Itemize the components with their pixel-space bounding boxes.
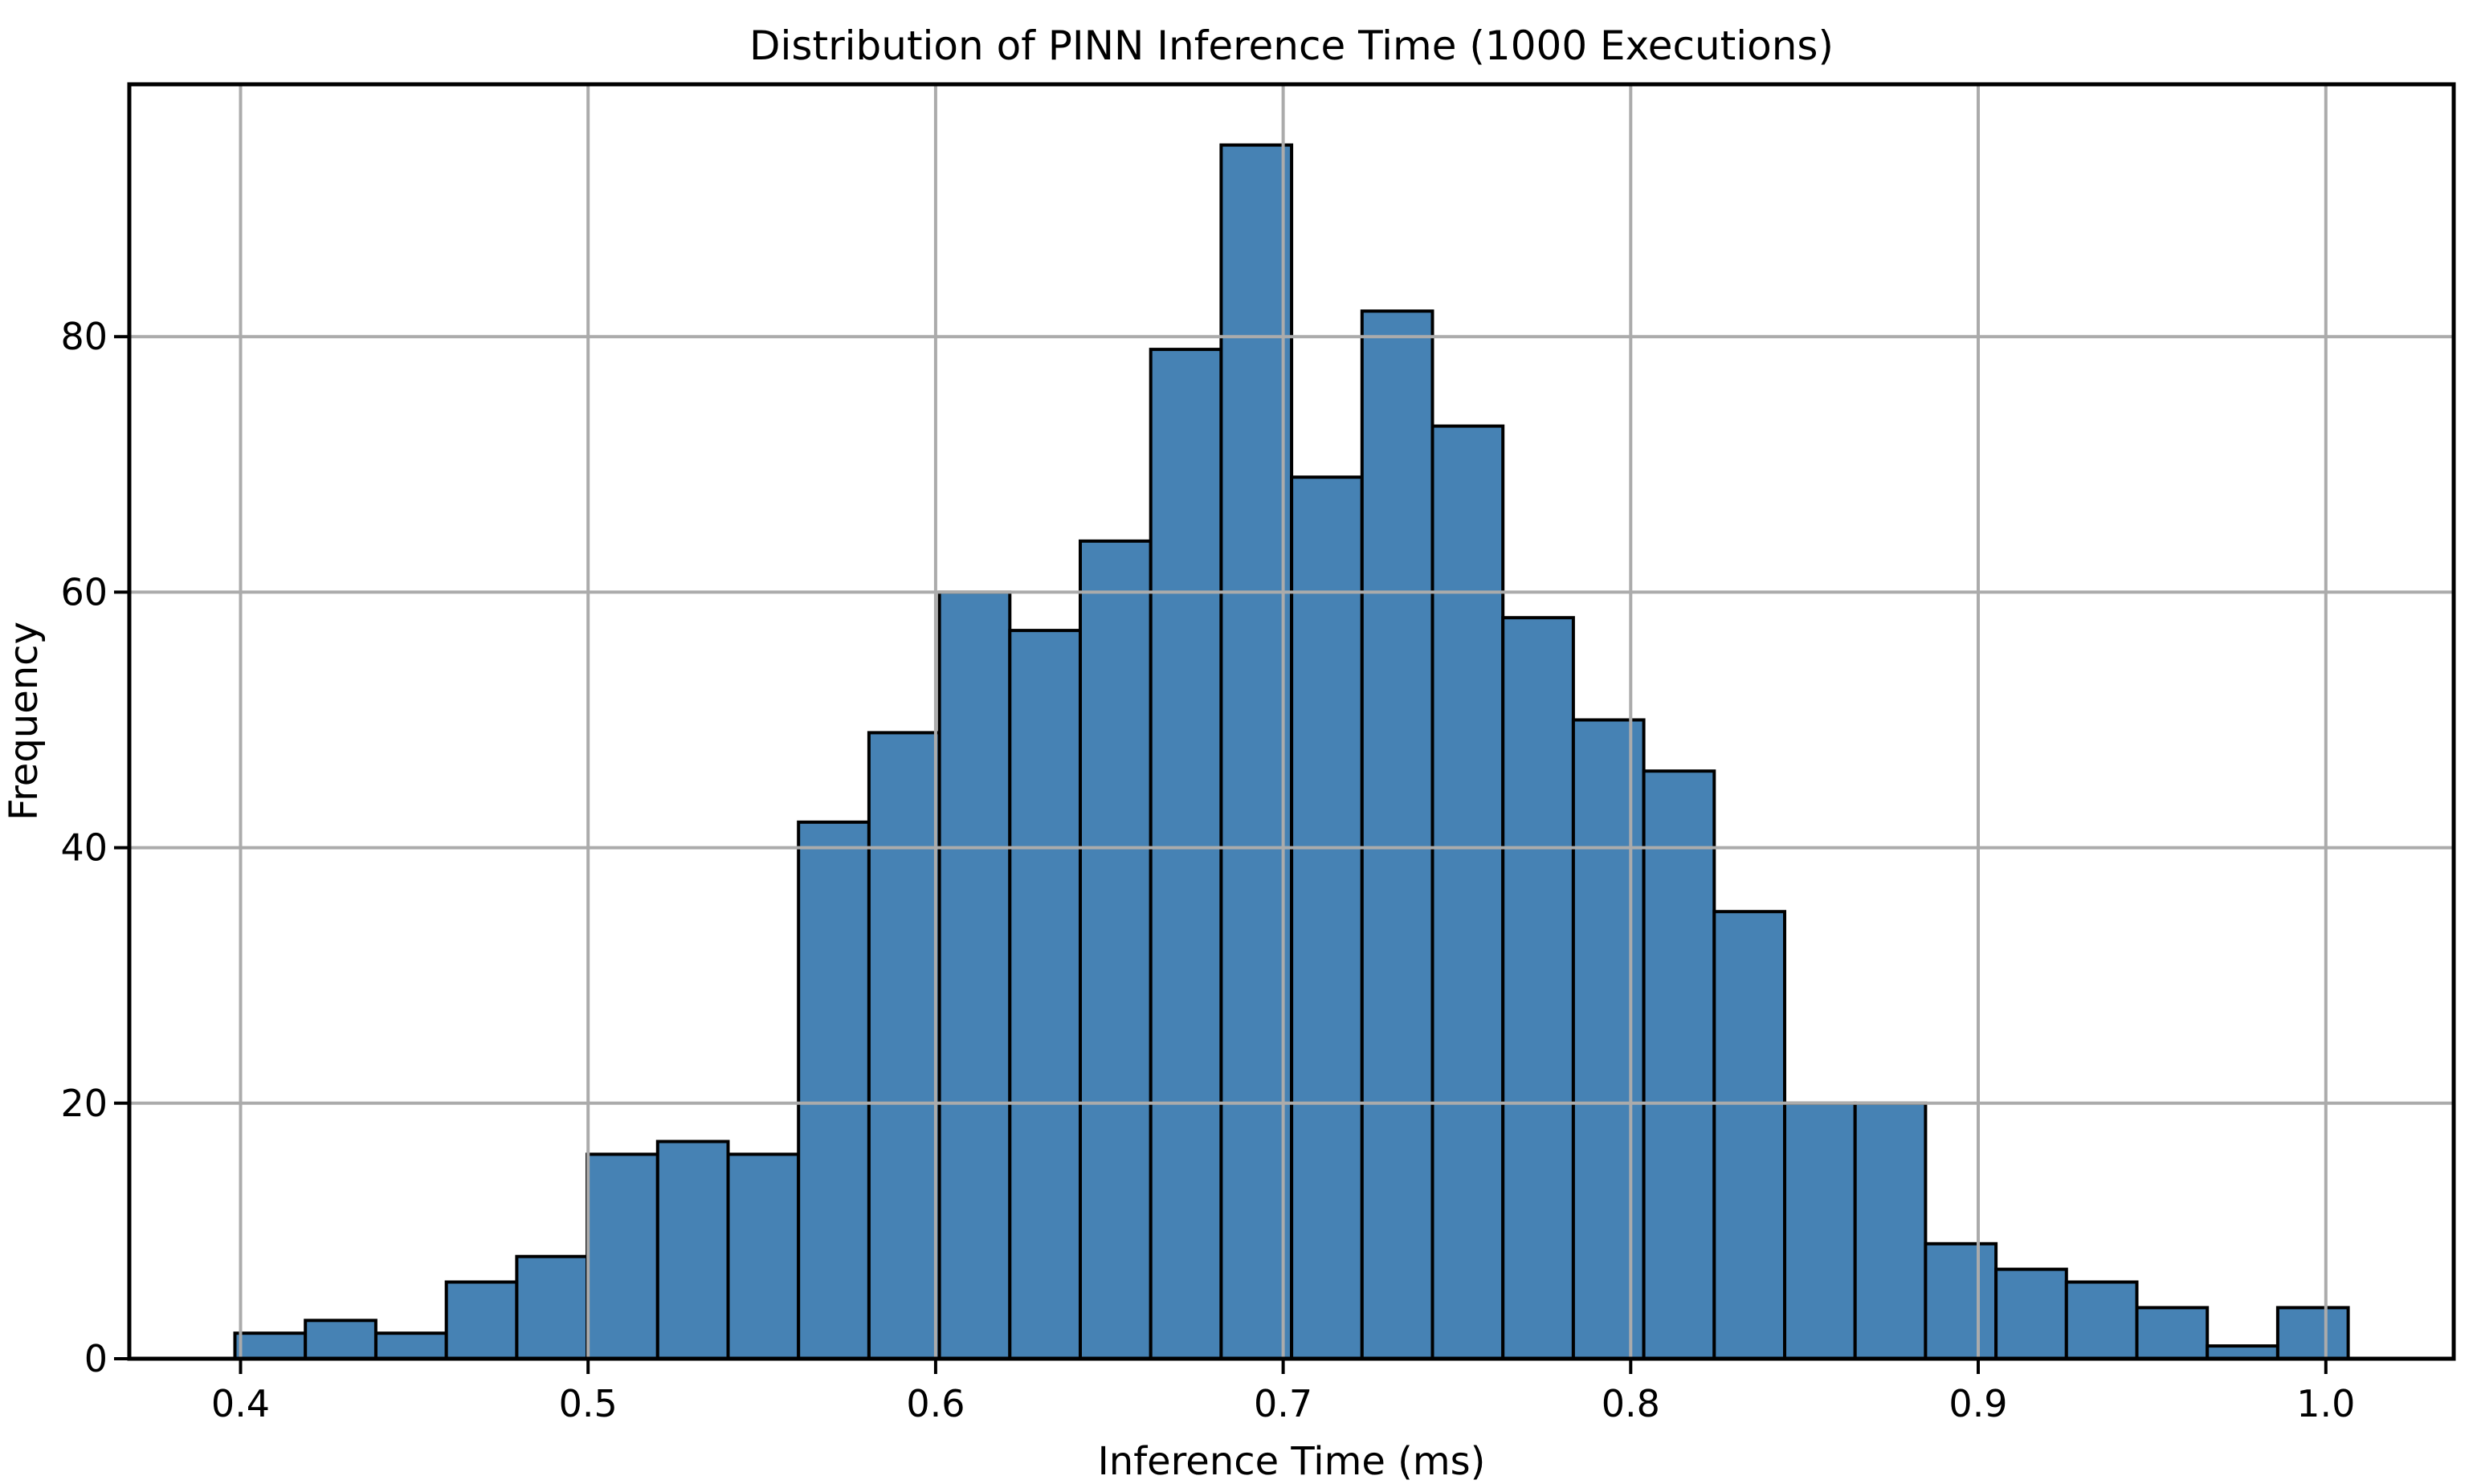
histogram-bar	[1219, 143, 1294, 1361]
ticks-layer: 0.4 0.5 0.6 0.7 0.8 0.9 1.0 0 20 40 60 80	[60, 315, 2355, 1425]
histogram-bar	[937, 590, 1012, 1360]
histogram-bar	[655, 1140, 730, 1360]
x-tick-label: 0.5	[559, 1382, 618, 1425]
x-tick-label: 0.8	[1602, 1382, 1660, 1425]
histogram-bar	[1712, 910, 1787, 1360]
histogram-bar	[1360, 309, 1434, 1360]
histogram-bar	[1149, 348, 1223, 1361]
histogram-bar	[867, 731, 941, 1360]
histogram-bar	[1642, 769, 1716, 1360]
histogram-bar	[1924, 1241, 1998, 1361]
chart-title: Distribution of PINN Inference Time (100…	[749, 22, 1834, 69]
x-tick-label: 0.6	[906, 1382, 965, 1425]
x-axis-label: Inference Time (ms)	[1098, 1439, 1486, 1484]
histogram-bar	[726, 1152, 801, 1361]
histogram-bar	[2135, 1306, 2210, 1361]
x-tick-label: 0.9	[1949, 1382, 2007, 1425]
histogram-bar	[1501, 616, 1575, 1360]
histogram-bar	[374, 1331, 448, 1360]
x-tick-label: 1.0	[2296, 1382, 2355, 1425]
x-tick-label: 0.4	[211, 1382, 270, 1425]
histogram-bar	[586, 1152, 659, 1361]
y-tick-label: 80	[60, 315, 108, 358]
histogram-bar	[1008, 629, 1083, 1360]
histogram-bar	[2275, 1306, 2350, 1361]
histogram-bar	[1853, 1101, 1928, 1361]
y-axis-label: Frequency	[2, 622, 47, 821]
histogram-bar	[1783, 1101, 1857, 1361]
histogram-bar	[2064, 1280, 2139, 1360]
x-tick-label: 0.7	[1254, 1382, 1312, 1425]
histogram-bar	[233, 1331, 308, 1360]
y-tick-label: 60	[60, 570, 108, 614]
histogram-bar	[1290, 475, 1364, 1361]
y-tick-label: 40	[60, 826, 108, 870]
histogram-bar	[444, 1280, 519, 1360]
histogram-bar	[304, 1319, 377, 1361]
histogram-bar	[1430, 424, 1505, 1360]
histogram-bar	[1994, 1267, 2068, 1360]
histogram-bar	[1571, 718, 1646, 1360]
plot-frame	[127, 82, 2456, 1361]
histogram-bar	[515, 1254, 590, 1360]
axes-layer	[127, 82, 2456, 1361]
y-tick-label: 0	[84, 1337, 108, 1380]
y-tick-label: 20	[60, 1082, 108, 1125]
histogram-bar	[1079, 539, 1153, 1360]
bars-layer	[233, 143, 2350, 1361]
histogram-bar	[797, 820, 871, 1360]
